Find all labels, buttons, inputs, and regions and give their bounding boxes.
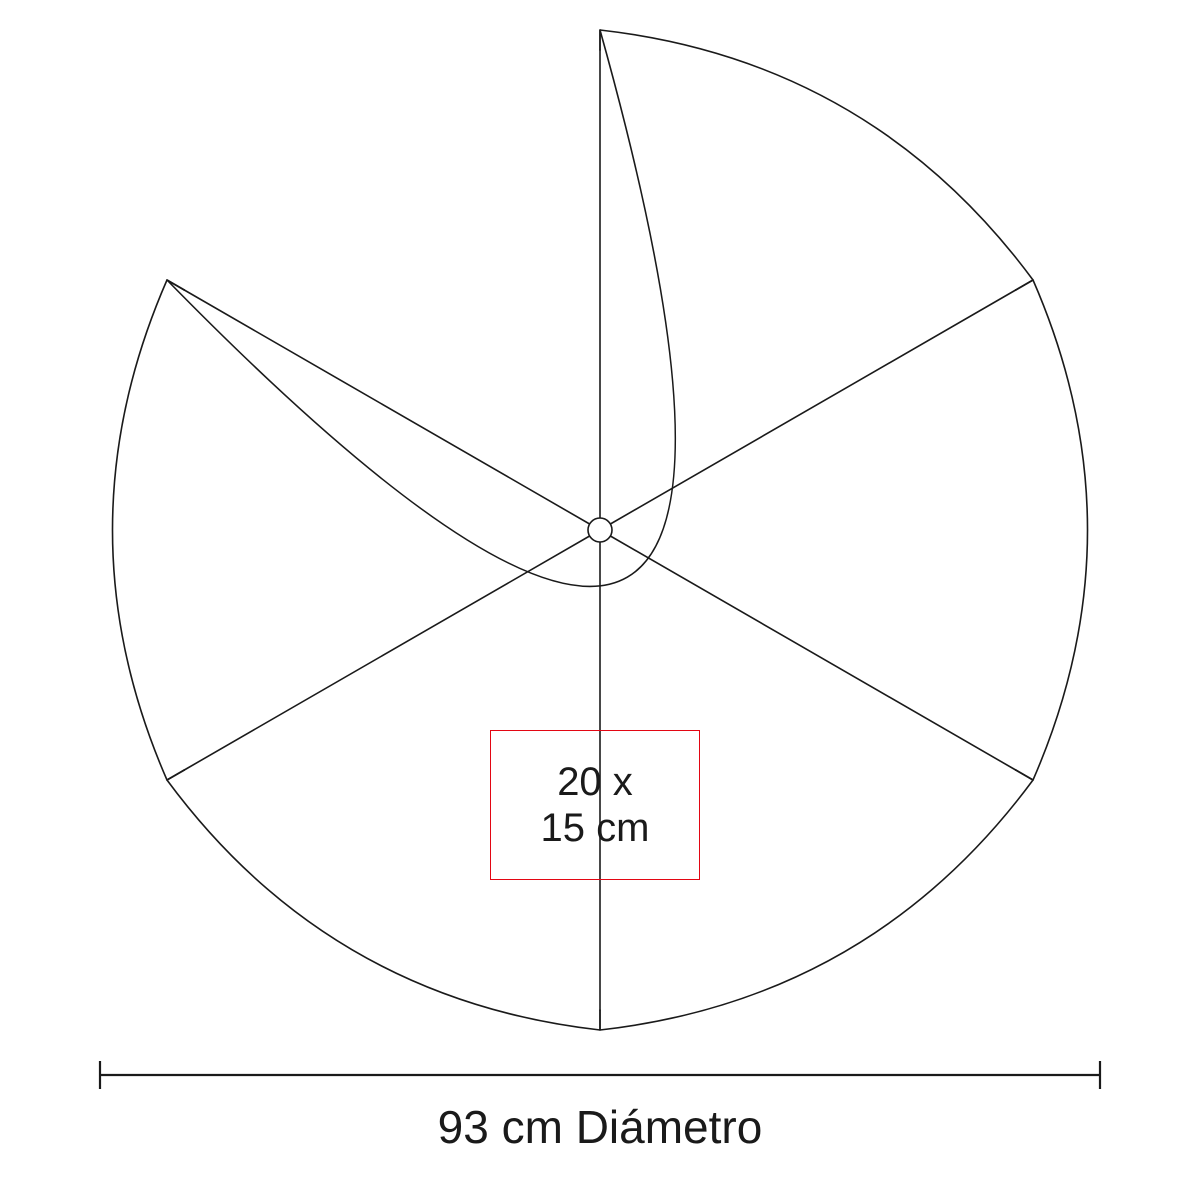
umbrella-diagram-svg bbox=[0, 0, 1200, 1200]
diagram-stage: 20 x 15 cm 93 cm Diámetro bbox=[0, 0, 1200, 1200]
print-area-box: 20 x 15 cm bbox=[490, 730, 700, 880]
print-area-line1: 20 x bbox=[557, 759, 633, 805]
diameter-label: 93 cm Diámetro bbox=[0, 1100, 1200, 1154]
print-area-line2: 15 cm bbox=[541, 805, 650, 851]
